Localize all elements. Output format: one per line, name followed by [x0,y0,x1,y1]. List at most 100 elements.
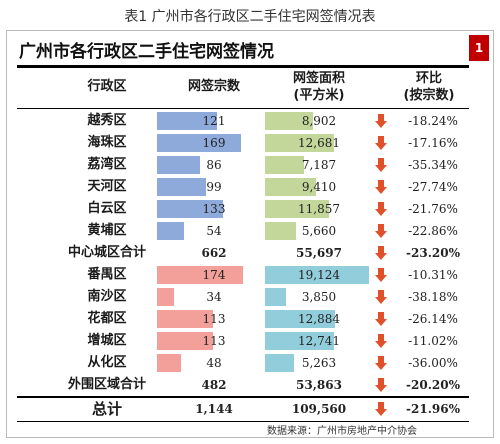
ratio-value: -21.76% [408,202,458,216]
down-arrow-icon [375,402,387,416]
count-bar [157,266,243,284]
grand-total-row: 总计 1,144 109,560 -21.96% [7,398,495,420]
area-value: 7,187 [301,158,337,172]
area-bar [265,288,286,306]
subtotal-row: 中心城区合计 662 55,697 -23.20% [7,242,495,264]
district-name: 花都区 [87,311,127,326]
count-bar [157,134,241,152]
count-bar [157,112,217,130]
district-name: 越秀区 [87,113,127,128]
down-arrow-icon [375,180,387,194]
down-arrow-icon [375,290,387,304]
table-row: 从化区 48 5,263 -36.00% [7,352,495,374]
ratio-value: -35.34% [408,158,458,172]
count-bar [157,354,181,372]
count-value: 99 [206,180,222,194]
header-district: 行政区 [87,79,127,94]
table-frame: 广州市各行政区二手住宅网签情况 1 行政区 网签宗数 网签面积 (平方米) 环比… [6,30,494,438]
down-arrow-icon [375,268,387,282]
area-bar [265,332,334,350]
header-area-line2: (平方米) [293,88,345,103]
area-bar [265,178,316,196]
header-rule [17,108,469,109]
ratio-value: -11.02% [408,334,458,348]
table-row: 海珠区 169 12,681 -17.16% [7,132,495,154]
count-bar [157,156,200,174]
district-name: 南沙区 [87,289,127,304]
table-row: 花都区 113 12,884 -26.14% [7,308,495,330]
table-row: 南沙区 34 3,850 -38.18% [7,286,495,308]
table-row: 白云区 133 11,857 -21.76% [7,198,495,220]
ratio-value: -18.24% [408,114,458,128]
grand-total-label: 总计 [91,400,122,418]
down-arrow-icon [375,356,387,370]
header-area-line1: 网签面积 [292,71,345,86]
ratio-value: -10.31% [408,268,458,282]
data-source: 数据来源：广州市房地产中介协会 [267,426,417,437]
ratio-value: -27.74% [408,180,458,194]
table-row: 增城区 113 12,741 -11.02% [7,330,495,352]
ratio-value: -22.86% [408,224,458,238]
count-bar [157,200,223,218]
total-rule [17,396,469,398]
area-bar [265,200,329,218]
area-value: 9,410 [301,180,337,194]
table-row: 黄埔区 54 5,660 -22.86% [7,220,495,242]
down-arrow-icon [375,378,387,392]
area-value: 3,850 [301,290,337,304]
table-row: 番禺区 174 19,124 -10.31% [7,264,495,286]
district-name: 荔湾区 [87,157,127,172]
area-value: 53,863 [296,378,342,392]
ratio-value: -38.18% [408,290,458,304]
ratio-value: -26.14% [408,312,458,326]
area-bar [265,354,294,372]
area-value: 19,124 [298,268,340,282]
area-value: 11,857 [298,202,340,216]
table-title: 广州市各行政区二手住宅网签情况 [19,42,274,62]
count-value: 121 [202,114,226,128]
down-arrow-icon [375,114,387,128]
count-value: 482 [201,378,227,392]
count-bar [157,178,206,196]
area-bar [265,112,313,130]
table-row: 荔湾区 86 7,187 -35.34% [7,154,495,176]
count-value: 169 [202,136,226,150]
district-name: 白云区 [87,201,127,216]
district-name: 中心城区合计 [67,245,146,260]
area-bar [265,134,334,152]
grand-total-ratio: -21.96% [406,402,460,416]
area-value: 5,660 [301,224,337,238]
district-name: 增城区 [87,333,127,348]
area-value: 8,902 [301,114,337,128]
table-caption: 表1 广州市各行政区二手住宅网签情况表 [124,9,376,25]
page-badge: 1 [469,35,489,61]
area-value: 12,741 [298,334,340,348]
district-name: 天河区 [87,179,127,194]
count-value: 54 [206,224,222,238]
down-arrow-icon [375,224,387,238]
count-value: 174 [202,268,226,282]
count-bar [157,310,213,328]
count-bar [157,332,213,350]
header-ratio-line2: (按宗数) [403,88,455,103]
district-name: 番禺区 [87,267,127,282]
district-name: 从化区 [87,355,127,370]
area-bar [265,266,369,284]
ratio-value: -23.20% [406,246,460,260]
down-arrow-icon [375,202,387,216]
table-row: 天河区 99 9,410 -27.74% [7,176,495,198]
bottom-rule [17,421,469,422]
count-value: 34 [206,290,222,304]
count-value: 113 [202,312,226,326]
area-value: 12,681 [298,136,340,150]
down-arrow-icon [375,334,387,348]
count-value: 86 [206,158,222,172]
area-value: 5,263 [301,356,337,370]
count-value: 48 [206,356,222,370]
ratio-value: -36.00% [408,356,458,370]
header-count: 网签宗数 [187,79,240,94]
ratio-value: -20.20% [406,378,460,392]
title-rule [17,65,469,68]
count-value: 113 [202,334,226,348]
area-bar [265,156,304,174]
